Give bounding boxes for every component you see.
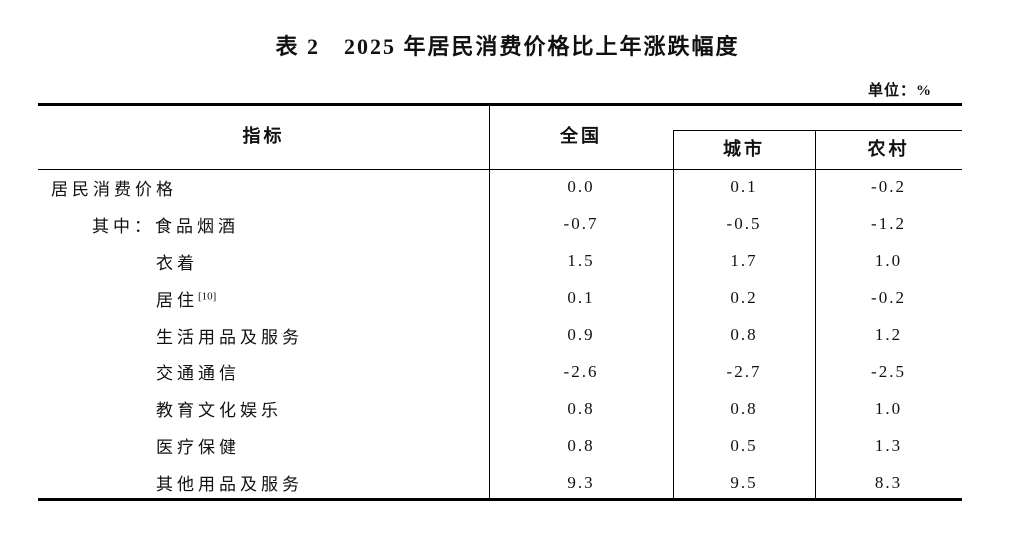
cell-urban: 0.1 <box>730 177 758 197</box>
cell-national: 1.5 <box>567 251 595 271</box>
cell-rural: -0.2 <box>871 288 906 308</box>
row-label: 生活用品及服务 <box>38 323 489 348</box>
table-row: 衣着 1.5 1.7 1.0 <box>38 243 962 280</box>
table-row: 医疗保健 0.8 0.5 1.3 <box>38 427 962 464</box>
cell-rural: -0.2 <box>871 177 906 197</box>
cell-national: 0.1 <box>567 288 595 308</box>
row-label-text: 居住 <box>156 290 198 310</box>
table-body: 居民消费价格 0.0 0.1 -0.2 其中：食品烟酒 -0.7 -0.5 -1… <box>38 169 962 501</box>
column-header-rural: 农村 <box>867 139 910 159</box>
cell-urban: -0.5 <box>726 214 762 234</box>
cell-rural: 1.2 <box>874 325 903 344</box>
cell-national: 0.9 <box>567 325 595 344</box>
cell-rural: 1.3 <box>874 435 903 455</box>
row-label-text: 教育文化娱乐 <box>156 401 282 421</box>
row-label: 交通通信 <box>38 359 489 384</box>
cell-rural: 1.0 <box>874 251 903 271</box>
cell-national: 0.0 <box>567 177 595 197</box>
row-label-text: 其中：食品烟酒 <box>92 216 239 236</box>
header-bottom-rule <box>38 169 962 170</box>
cell-rural: 8.3 <box>874 472 903 492</box>
table-row: 交通通信 -2.6 -2.7 -2.5 <box>38 353 962 390</box>
table-title: 表 2 2025 年居民消费价格比上年涨跌幅度 <box>275 34 740 59</box>
divider-national-urban <box>673 130 674 501</box>
footnote-marker: [10] <box>198 289 217 302</box>
table-row: 教育文化娱乐 0.8 0.8 1.0 <box>38 390 962 427</box>
table-row: 其中：食品烟酒 -0.7 -0.5 -1.2 <box>38 206 962 243</box>
cell-urban: 0.2 <box>730 288 758 308</box>
subheader-top-rule <box>673 130 962 131</box>
row-label: 医疗保健 <box>38 433 489 458</box>
row-label: 衣着 <box>38 249 489 274</box>
cell-national: -2.6 <box>563 361 599 381</box>
row-label-text: 其他用品及服务 <box>156 475 303 495</box>
row-label: 其中：食品烟酒 <box>38 212 489 237</box>
row-label: 其他用品及服务 <box>38 470 489 495</box>
cell-urban: 0.8 <box>730 325 758 344</box>
column-header-urban: 城市 <box>723 139 765 159</box>
table-row: 其他用品及服务 9.3 9.5 8.3 <box>38 464 962 501</box>
cell-national: 9.3 <box>567 472 595 492</box>
cell-urban: 0.5 <box>730 435 758 455</box>
row-label-text: 交通通信 <box>156 364 240 384</box>
column-header-national: 全国 <box>560 126 602 146</box>
unit-label: 单位：% <box>867 83 932 99</box>
row-label: 教育文化娱乐 <box>38 396 489 421</box>
cell-national: 0.8 <box>567 398 595 418</box>
table-row: 生活用品及服务 0.9 0.8 1.2 <box>38 317 962 354</box>
divider-indicator-national <box>489 103 490 501</box>
table-bottom-rule <box>38 498 962 501</box>
row-label-text: 居民消费价格 <box>51 179 177 199</box>
cell-urban: 0.8 <box>730 398 758 418</box>
cell-national: 0.8 <box>567 435 595 455</box>
cell-urban: 9.5 <box>730 472 758 492</box>
cell-urban: 1.7 <box>730 251 758 271</box>
cell-urban: -2.7 <box>726 361 762 381</box>
row-label: 居民消费价格 <box>38 175 489 200</box>
row-label-text: 生活用品及服务 <box>156 327 303 347</box>
divider-urban-rural <box>815 130 816 501</box>
cell-national: -0.7 <box>563 214 599 234</box>
table-row: 居民消费价格 0.0 0.1 -0.2 <box>38 169 962 206</box>
cell-rural: -1.2 <box>871 214 906 234</box>
row-label-text: 衣着 <box>156 253 198 273</box>
price-change-table: 指标 全国 城市 农村 居民消费价格 0.0 0.1 -0.2 其中：食品烟酒 … <box>38 103 962 501</box>
cell-rural: 1.0 <box>874 398 903 418</box>
row-label: 居住[10] <box>38 286 489 311</box>
table-row: 居住[10] 0.1 0.2 -0.2 <box>38 280 962 317</box>
table-top-rule <box>38 103 962 106</box>
row-label-text: 医疗保健 <box>156 438 240 458</box>
cell-rural: -2.5 <box>871 361 906 381</box>
column-header-indicator: 指标 <box>242 126 285 146</box>
